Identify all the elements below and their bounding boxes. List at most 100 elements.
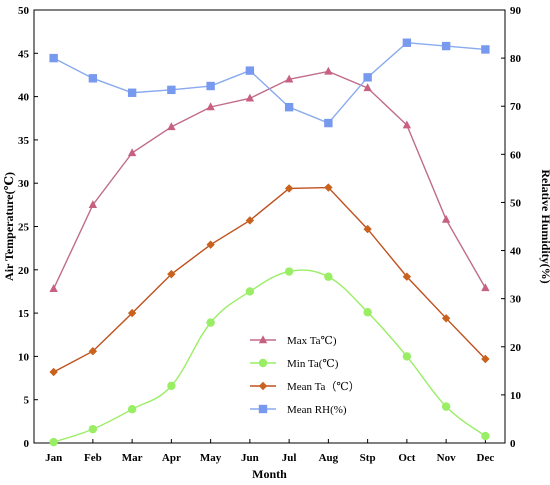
- legend-label: Mean RH(%): [287, 404, 347, 416]
- y-right-tick-label: 70: [510, 101, 522, 113]
- x-tick-label: Nov: [437, 452, 456, 464]
- data-point: [441, 214, 451, 223]
- data-point: [481, 354, 490, 364]
- y-right-tick-label: 50: [510, 197, 522, 209]
- series-3: [49, 38, 490, 128]
- data-point: [49, 53, 58, 63]
- series-line: [53, 41, 486, 124]
- data-point: [127, 88, 137, 97]
- data-point: [127, 405, 137, 414]
- x-tick-label: Aug: [319, 452, 339, 464]
- y-right-tick-label: 40: [510, 246, 522, 258]
- legend: Max Ta℃) Min Ta(℃) Mean Ta（℃） Mean RH(%): [250, 335, 360, 416]
- x-tick-label: Oct: [398, 452, 415, 464]
- series-layer: [49, 38, 490, 447]
- legend-marker: [258, 381, 268, 391]
- legend-item: Max Ta℃): [250, 335, 337, 347]
- data-point: [402, 272, 412, 281]
- data-point: [402, 38, 412, 47]
- y-right-tick-label: 90: [510, 5, 522, 17]
- data-point: [441, 314, 451, 323]
- data-point: [206, 318, 215, 327]
- data-point: [245, 66, 255, 75]
- y-left-tick-label: 45: [18, 48, 30, 60]
- data-point: [481, 283, 490, 292]
- y-left-tick-label: 0: [24, 438, 30, 450]
- y-left-tick-label: 25: [18, 222, 30, 234]
- series-2: [49, 183, 490, 377]
- data-point: [441, 402, 451, 411]
- data-point: [206, 102, 215, 111]
- series-line: [53, 269, 486, 443]
- legend-marker: [258, 404, 268, 414]
- legend-item: Mean Ta（℃）: [250, 380, 360, 393]
- data-point: [284, 267, 294, 276]
- data-point: [284, 184, 294, 193]
- data-point: [363, 83, 372, 92]
- x-tick-label: Jun: [241, 452, 259, 464]
- legend-label: Max Ta℃): [287, 335, 337, 347]
- y-left-tick-label: 50: [18, 5, 30, 17]
- series-line: [53, 186, 486, 373]
- y-left-tick-label: 20: [18, 265, 30, 277]
- data-point: [167, 122, 176, 131]
- x-tick-label: Mar: [122, 452, 143, 464]
- y-left-tick-label: 40: [18, 92, 30, 104]
- data-point: [324, 272, 333, 281]
- y-right-tick-label: 20: [510, 342, 522, 354]
- data-point: [49, 367, 58, 377]
- y-right-tick-label: 0: [510, 438, 516, 450]
- data-point: [441, 41, 451, 51]
- data-point: [402, 352, 412, 361]
- legend-label: Mean Ta（℃）: [287, 380, 360, 393]
- y-left-tick-label: 10: [18, 351, 30, 363]
- data-point: [245, 287, 255, 296]
- data-point: [127, 308, 137, 318]
- x-tick-label: Feb: [84, 452, 102, 464]
- legend-item: Mean RH(%): [250, 404, 347, 416]
- plot-frame: [33, 9, 506, 444]
- data-point: [402, 120, 412, 129]
- y-axis-left-title: Air Temperature(℃): [2, 172, 16, 281]
- data-point: [363, 73, 372, 82]
- data-point: [481, 431, 490, 441]
- y-right-tick-label: 10: [510, 390, 522, 402]
- y-left-tick-label: 35: [18, 135, 30, 147]
- data-point: [206, 81, 215, 91]
- x-tick-label: Dec: [477, 452, 495, 464]
- series-line: [52, 70, 486, 290]
- y-left-tick-label: 5: [24, 395, 30, 407]
- data-point: [245, 216, 255, 225]
- data-point: [363, 224, 372, 234]
- x-tick-label: Stp: [360, 452, 376, 464]
- data-point: [49, 437, 58, 447]
- data-point: [88, 200, 98, 209]
- y-left-tick-label: 30: [18, 178, 30, 190]
- legend-marker: [258, 358, 268, 368]
- y-left-tick-label: 15: [18, 308, 30, 320]
- data-point: [88, 424, 98, 434]
- axes: 0 5 10 15 20 25 30 35 40 45 50 0 10 20 30 40 50 60 70 80 90 J…: [18, 5, 522, 464]
- data-point: [167, 269, 176, 279]
- data-point: [49, 284, 58, 293]
- data-point: [324, 183, 333, 192]
- data-point: [284, 74, 294, 83]
- data-point: [206, 240, 215, 249]
- x-tick-label: Apr: [162, 452, 181, 464]
- x-axis-title: Month: [252, 467, 287, 481]
- x-tick-label: Jan: [45, 452, 62, 464]
- series-0: [49, 66, 490, 293]
- y-axis-right-title: Relative Humidity(%): [539, 169, 550, 283]
- data-point: [167, 85, 176, 95]
- data-point: [127, 148, 137, 157]
- data-point: [363, 308, 372, 317]
- legend-marker: [258, 335, 268, 344]
- legend-item: Min Ta(℃): [250, 358, 339, 370]
- data-point: [324, 66, 333, 75]
- y-right-tick-label: 60: [510, 149, 522, 161]
- data-point: [167, 381, 176, 391]
- data-point: [324, 118, 333, 128]
- x-tick-label: May: [200, 452, 222, 464]
